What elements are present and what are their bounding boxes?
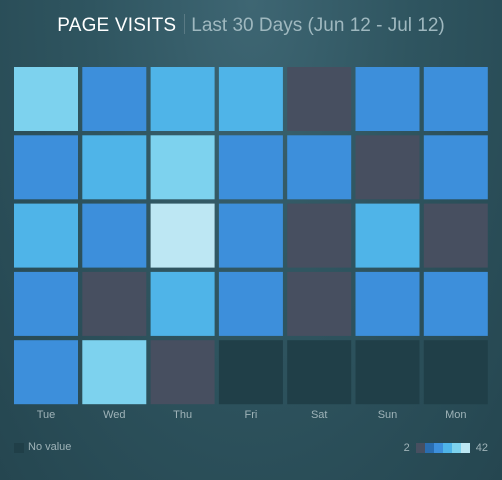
color-scale-bar: [415, 443, 470, 453]
heatmap-cell: [355, 135, 420, 200]
heatmap-cell: [355, 340, 420, 405]
legend: No value 2 42: [14, 441, 488, 455]
day-label: Sun: [378, 409, 398, 421]
color-scale-step: [433, 443, 443, 453]
color-scale: 2 42: [404, 441, 488, 455]
color-scale-step: [460, 443, 470, 453]
day-label: Tue: [37, 409, 56, 421]
heatmap-cell: [218, 271, 283, 336]
heatmap-cell: [218, 340, 283, 405]
heatmap-cell: [150, 203, 215, 268]
heatmap-cell: [287, 135, 352, 200]
heatmap-cell: [355, 67, 420, 131]
color-scale-step: [424, 443, 434, 453]
heatmap-cell: [150, 135, 215, 200]
heatmap-cell: [82, 67, 147, 131]
heatmap-chart: Tue Wed Thu Fri Sat Sun Mon: [14, 67, 488, 421]
heatmap-cell: [287, 340, 352, 405]
heatmap-cell: [423, 340, 488, 405]
heatmap-cell: [355, 271, 420, 336]
heatmap-cell: [82, 271, 147, 336]
heatmap-cell: [82, 135, 147, 200]
day-label: Sat: [311, 409, 328, 421]
heatmap-cell: [423, 135, 488, 200]
color-scale-step: [451, 443, 461, 453]
scale-min-label: 2: [403, 442, 410, 454]
heatmap-cell: [355, 203, 420, 268]
heatmap-cell: [82, 340, 147, 405]
heatmap-cell: [14, 340, 78, 405]
day-label: Wed: [103, 409, 125, 421]
day-label: Fri: [244, 409, 257, 421]
heatmap-cell: [287, 67, 352, 131]
chart-header: PAGE VISITS Last 30 Days (Jun 12 - Jul 12…: [0, 14, 502, 37]
chart-subtitle: Last 30 Days (Jun 12 - Jul 12): [191, 15, 445, 36]
heatmap-cell: [14, 203, 78, 268]
heatmap-cell: [423, 271, 488, 336]
heatmap-cell: [218, 67, 283, 131]
heatmap-cell: [423, 203, 488, 268]
scale-max-label: 42: [475, 442, 488, 454]
heatmap-cell: [287, 203, 352, 268]
color-scale-step: [415, 443, 425, 453]
no-value-swatch: [14, 443, 24, 453]
heatmap-cell: [150, 67, 215, 131]
heatmap-cell: [287, 271, 352, 336]
heatmap-cell: [14, 67, 78, 131]
chart-title: PAGE VISITS: [57, 15, 177, 36]
day-label: Thu: [173, 409, 192, 421]
heatmap-cell: [218, 203, 283, 268]
title-separator: [184, 14, 186, 34]
no-value-label: No value: [28, 441, 72, 453]
color-scale-step: [442, 443, 452, 453]
heatmap-cell: [82, 203, 147, 268]
heatmap-cell: [423, 67, 488, 131]
heatmap-cell: [14, 135, 78, 200]
heatmap-cell: [150, 340, 215, 405]
heatmap-cell: [218, 135, 283, 200]
day-label: Mon: [445, 409, 466, 421]
heatmap-cell: [150, 271, 215, 336]
heatmap-cell: [14, 271, 78, 336]
